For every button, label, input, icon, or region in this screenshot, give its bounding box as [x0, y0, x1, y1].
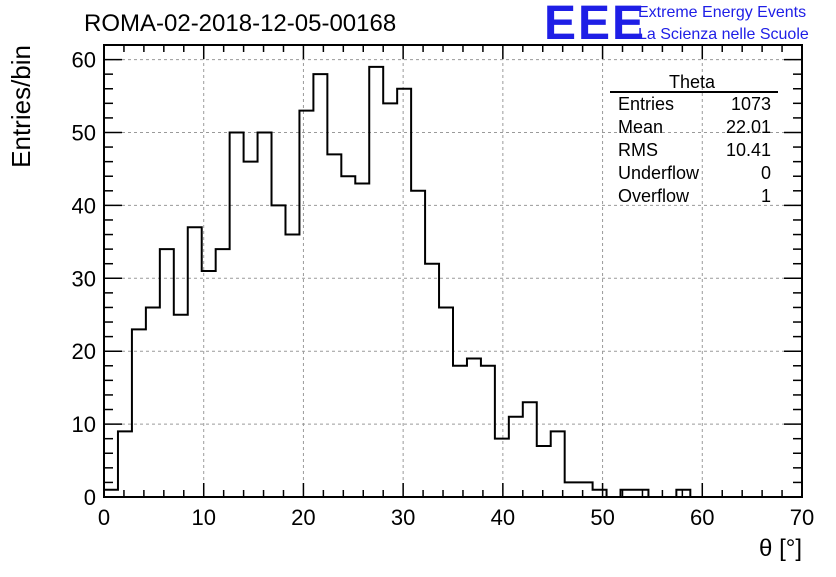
y-tick-label: 10: [72, 412, 96, 437]
stats-value: 1: [761, 186, 771, 206]
y-tick-label: 60: [72, 48, 96, 73]
stats-value: 0: [761, 163, 771, 183]
stats-label: Entries: [618, 94, 674, 114]
histogram-bin: [355, 184, 369, 497]
histogram-bin: [676, 490, 690, 497]
histogram-bin: [634, 490, 648, 497]
histogram-bin: [425, 264, 439, 497]
histogram-bin: [439, 307, 453, 497]
histogram-bin: [495, 439, 509, 497]
x-tick-label: 30: [391, 505, 415, 530]
histogram-bin: [118, 431, 132, 497]
histogram-bin: [593, 490, 607, 497]
x-tick-label: 70: [790, 505, 814, 530]
histogram-bin: [565, 482, 579, 497]
stats-value: 1073: [731, 94, 771, 114]
histogram-bin: [551, 431, 565, 497]
y-tick-label: 40: [72, 193, 96, 218]
x-axis-label: θ [°]: [759, 535, 802, 562]
plot-frame: [103, 44, 803, 498]
histogram-bin: [579, 482, 593, 497]
stats-value: 22.01: [726, 117, 771, 137]
histogram-bin: [467, 358, 481, 497]
logo-mark: EEE: [544, 0, 647, 50]
histogram-bin: [299, 111, 313, 497]
histogram-bin: [230, 132, 244, 497]
histogram-bin: [188, 227, 202, 497]
stats-label: Underflow: [618, 163, 700, 183]
histogram-bin: [285, 235, 299, 497]
x-tick-label: 50: [590, 505, 614, 530]
histogram-bin: [411, 191, 425, 497]
stats-label: Overflow: [618, 186, 690, 206]
y-tick-label: 50: [72, 120, 96, 145]
histogram-bin: [341, 176, 355, 497]
histogram-bin: [272, 205, 286, 497]
histogram-bin: [481, 366, 495, 497]
logo-line1: Extreme Energy Events: [638, 4, 807, 21]
stats-title: Theta: [669, 72, 716, 92]
histogram-bin: [258, 132, 272, 497]
histogram-bin: [104, 490, 118, 497]
histogram-series: [103, 65, 802, 498]
x-tick-label: 20: [291, 505, 315, 530]
histogram-bin: [537, 446, 551, 497]
histogram-bin: [244, 162, 258, 497]
histogram-bin: [327, 154, 341, 497]
histogram-bin: [174, 315, 188, 497]
stats-label: Mean: [618, 117, 663, 137]
x-tick-label: 60: [690, 505, 714, 530]
y-tick-label: 0: [84, 485, 96, 510]
run-title: ROMA-02-2018-12-05-00168: [84, 10, 397, 37]
logo-line2: La Scienza nelle Scuole: [638, 26, 809, 43]
x-tick-label: 0: [98, 505, 110, 530]
histogram-bin: [313, 74, 327, 497]
histogram-bin: [146, 307, 160, 497]
y-tick-label: 20: [72, 339, 96, 364]
stats-label: RMS: [618, 140, 658, 160]
histogram-bin: [397, 89, 411, 497]
x-tick-label: 40: [491, 505, 515, 530]
histogram-bin: [216, 249, 230, 497]
histogram-bin: [509, 417, 523, 497]
y-tick-label: 30: [72, 266, 96, 291]
stats-value: 10.41: [726, 140, 771, 160]
histogram-bin: [369, 67, 383, 497]
histogram-bin: [453, 366, 467, 497]
x-tick-label: 10: [191, 505, 215, 530]
histogram-bin: [160, 249, 174, 497]
histogram-bin: [523, 402, 537, 497]
histogram-bin: [132, 329, 146, 497]
y-axis-label: Entries/bin: [6, 45, 36, 168]
histogram-bin: [202, 271, 216, 497]
histogram-bin: [383, 103, 397, 497]
